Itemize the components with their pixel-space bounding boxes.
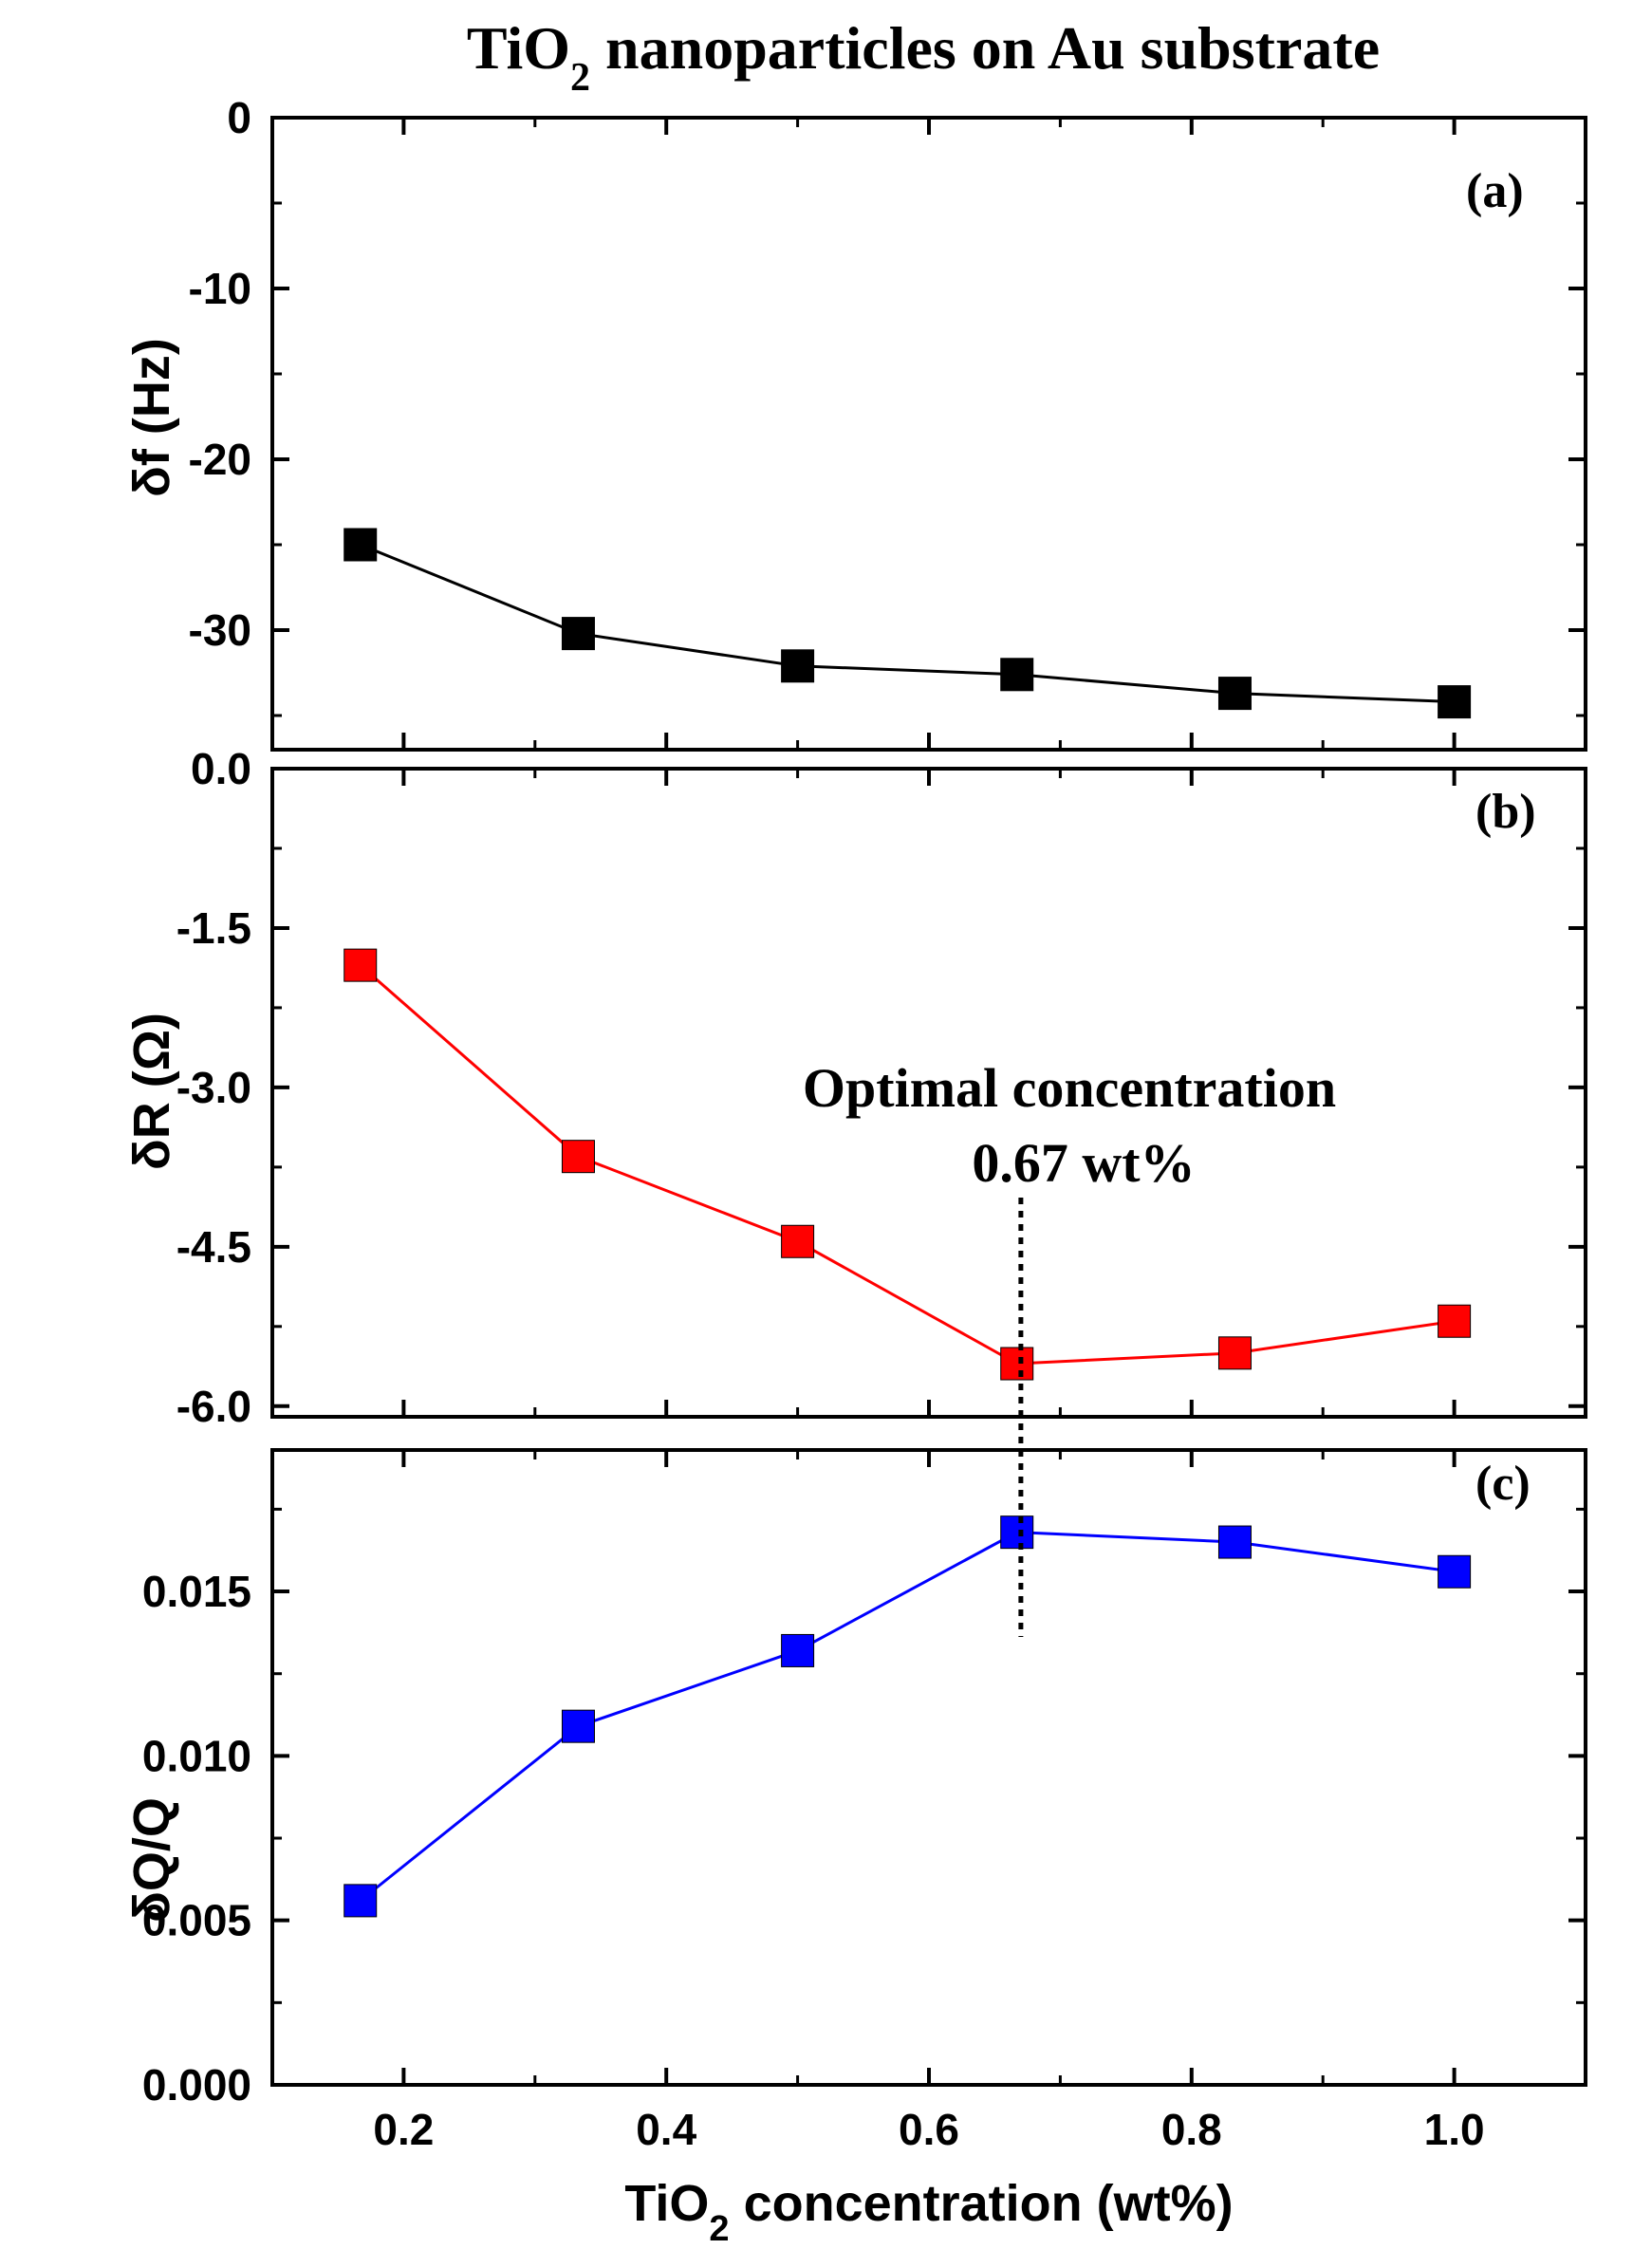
panel-c-frame bbox=[270, 1448, 1587, 2087]
data-point-a bbox=[1438, 685, 1472, 719]
x-tick-label: 0.4 bbox=[636, 2105, 696, 2154]
series-line-c bbox=[359, 1531, 1455, 1903]
data-point-c bbox=[781, 1633, 815, 1667]
y-tick-label-a: 0 bbox=[227, 93, 251, 142]
data-point-a bbox=[1000, 658, 1034, 692]
y-tick-label-a: -20 bbox=[189, 435, 251, 484]
y-tick-label-b: -1.5 bbox=[176, 903, 251, 953]
y-tick-label-b: -6.0 bbox=[176, 1382, 251, 1431]
title-subscript: 2 bbox=[570, 56, 590, 100]
title-main: TiO bbox=[467, 14, 570, 82]
data-point-b bbox=[343, 948, 378, 982]
data-point-a bbox=[343, 528, 378, 562]
x-tick-label: 0.6 bbox=[899, 2105, 959, 2154]
x-axis-label: TiO2 concentration (wt%) bbox=[624, 2175, 1233, 2249]
y-axis-label-c: δQ/Q bbox=[123, 1797, 180, 1923]
data-point-b bbox=[1438, 1304, 1472, 1338]
panel-b-label: (b) bbox=[1475, 785, 1536, 839]
x-label-rest: concentration (wt%) bbox=[730, 2175, 1234, 2232]
y-tick-label-b: -4.5 bbox=[176, 1222, 251, 1272]
y-tick-label-c: 0.010 bbox=[142, 1731, 251, 1780]
data-point-c bbox=[1000, 1515, 1034, 1550]
title-rest: nanoparticles on Au substrate bbox=[590, 14, 1380, 82]
x-label-subscript: 2 bbox=[709, 2209, 729, 2249]
data-point-c bbox=[343, 1884, 378, 1918]
data-point-b bbox=[1217, 1336, 1252, 1370]
y-tick-label-c: 0.000 bbox=[142, 2060, 251, 2110]
y-tick-label-a: -10 bbox=[189, 264, 251, 313]
data-point-b bbox=[781, 1224, 815, 1258]
chart-title: TiO2 nanoparticles on Au substrate bbox=[467, 14, 1380, 100]
y-tick-label-a: -30 bbox=[189, 605, 251, 655]
y-tick-label-c: 0.005 bbox=[142, 1896, 251, 1945]
data-point-c bbox=[1438, 1554, 1472, 1589]
data-point-a bbox=[1217, 677, 1252, 711]
series-line-b bbox=[359, 964, 1455, 1366]
y-axis-label-a: δf (Hz) bbox=[123, 338, 180, 497]
data-point-c bbox=[561, 1709, 595, 1743]
data-point-a bbox=[561, 617, 595, 651]
data-point-c bbox=[1217, 1525, 1252, 1559]
y-tick-label-b: -3.0 bbox=[176, 1063, 251, 1112]
panel-a-frame bbox=[270, 116, 1587, 752]
x-label-main: TiO bbox=[624, 2175, 709, 2232]
panel-c-label: (c) bbox=[1475, 1457, 1531, 1511]
data-point-b bbox=[561, 1140, 595, 1174]
x-tick-label: 0.2 bbox=[373, 2105, 434, 2154]
y-tick-label-c: 0.015 bbox=[142, 1567, 251, 1616]
plot-layer: 0 -10 -20 -30 0.0 -1.5 -3.0 -4.5 -6.0 0.000 0.005 0… bbox=[142, 93, 1586, 2154]
y-tick-label-b: 0.0 bbox=[191, 744, 251, 793]
x-tick-label: 1.0 bbox=[1424, 2105, 1485, 2154]
panel-a-label: (a) bbox=[1466, 164, 1524, 218]
x-tick-label: 0.8 bbox=[1161, 2105, 1222, 2154]
y-axis-label-b: δR (Ω) bbox=[123, 1013, 180, 1170]
data-point-a bbox=[781, 649, 815, 683]
annotation-line-1: Optimal concentration bbox=[803, 1057, 1336, 1119]
annotation-line-2: 0.67 wt% bbox=[972, 1132, 1195, 1194]
data-point-b bbox=[1000, 1347, 1034, 1381]
series-line-a bbox=[360, 543, 1455, 704]
